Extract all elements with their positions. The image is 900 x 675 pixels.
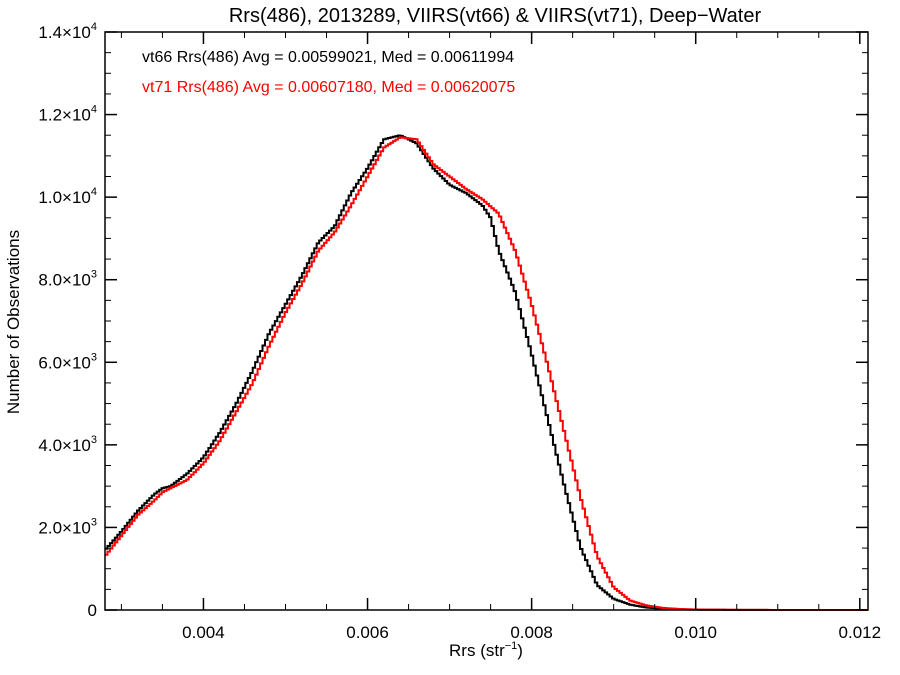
y-tick-label: 0 xyxy=(88,601,97,620)
x-axis-label-text: Rrs (str xyxy=(449,641,505,660)
y-tick-label: 1.4×104 xyxy=(38,21,97,42)
y-tick-exponent: 3 xyxy=(91,269,97,281)
x-axis: 0.004 0.006 0.008 0.010 0.012 xyxy=(120,32,882,642)
y-tick-mantissa: 2.0×10 xyxy=(38,518,90,537)
legend-entry-vt66: vt66 Rrs(486) Avg = 0.00599021, Med = 0.… xyxy=(142,49,514,66)
y-tick-label: 6.0×103 xyxy=(38,351,97,372)
y-tick-exponent: 4 xyxy=(91,104,97,116)
x-axis-label-superscript: −1 xyxy=(505,640,518,652)
legend-entry-vt71: vt71 Rrs(486) Avg = 0.00607180, Med = 0.… xyxy=(142,79,515,96)
y-tick-mantissa: 0 xyxy=(88,601,97,620)
y-axis: 02.0×1034.0×1036.0×1038.0×1031.0×1041.2×… xyxy=(38,21,868,620)
y-axis-label: Number of Observations xyxy=(4,230,23,414)
chart-title: Rrs(486), 2013289, VIIRS(vt66) & VIIRS(v… xyxy=(229,5,762,27)
y-tick-mantissa: 1.0×10 xyxy=(38,188,90,207)
y-tick-label: 8.0×103 xyxy=(38,269,97,290)
y-tick-label: 1.2×104 xyxy=(38,104,97,125)
y-tick-label: 1.0×104 xyxy=(38,186,97,207)
x-tick-label: 0.004 xyxy=(182,623,225,642)
y-tick-exponent: 4 xyxy=(91,186,97,198)
y-tick-label: 2.0×103 xyxy=(38,516,97,537)
y-tick-exponent: 3 xyxy=(91,434,97,446)
x-axis-label: Rrs (str−1) xyxy=(449,640,523,660)
y-tick-exponent: 3 xyxy=(91,351,97,363)
x-tick-label: 0.006 xyxy=(346,623,389,642)
x-tick-label: 0.012 xyxy=(839,623,882,642)
x-tick-label: 0.008 xyxy=(510,623,553,642)
y-tick-exponent: 3 xyxy=(91,516,97,528)
x-tick-label: 0.010 xyxy=(674,623,717,642)
y-tick-mantissa: 1.2×10 xyxy=(38,106,90,125)
y-tick-mantissa: 1.4×10 xyxy=(38,23,90,42)
y-tick-label: 4.0×103 xyxy=(38,434,97,455)
y-tick-mantissa: 8.0×10 xyxy=(38,271,90,290)
x-axis-label-close: ) xyxy=(517,641,523,660)
y-tick-exponent: 4 xyxy=(91,21,97,33)
y-tick-mantissa: 6.0×10 xyxy=(38,353,90,372)
y-tick-mantissa: 4.0×10 xyxy=(38,436,90,455)
